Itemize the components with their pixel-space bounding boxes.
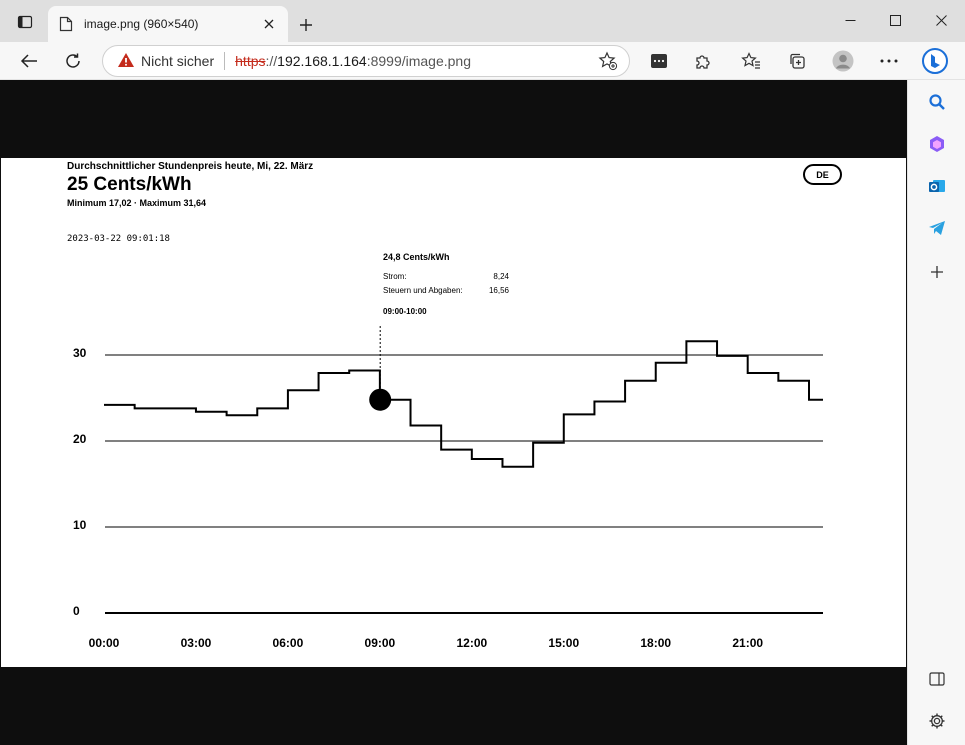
page-icon	[58, 16, 74, 32]
chart-tooltip: 24,8 Cents/kWh Strom: 8,24 Steuern und A…	[381, 240, 517, 324]
url-path: :8999/image.png	[366, 53, 472, 69]
current-price: 25 Cents/kWh	[67, 174, 192, 195]
maximize-icon[interactable]	[872, 4, 918, 36]
bing-icon[interactable]	[920, 46, 950, 76]
avatar-icon[interactable]	[828, 46, 858, 76]
media-icon[interactable]	[644, 46, 674, 76]
url-scheme: https	[235, 53, 266, 69]
collections-icon[interactable]	[782, 46, 812, 76]
page-viewport: Durchschnittlicher Stundenpreis heute, M…	[0, 80, 907, 745]
y-tick-label: 10	[73, 518, 87, 532]
add-favorite-icon[interactable]	[597, 50, 619, 72]
close-icon[interactable]	[260, 15, 278, 33]
highlight-point	[369, 388, 392, 411]
active-tab[interactable]: image.png (960×540)	[48, 6, 288, 42]
url-text[interactable]: https://192.168.1.164:8999/image.png	[235, 53, 597, 69]
address-separator	[224, 52, 226, 70]
chart-subtitle: Durchschnittlicher Stundenpreis heute, M…	[67, 161, 314, 172]
search-icon[interactable]	[923, 88, 951, 116]
tooltip-row-label: Steuern und Abgaben:	[383, 286, 463, 295]
security-label[interactable]: Nicht sicher	[141, 53, 215, 69]
tooltip-row: Steuern und Abgaben: 16,56	[383, 286, 509, 295]
x-tick-label: 12:00	[456, 636, 487, 650]
x-tick-label: 06:00	[273, 636, 304, 650]
tooltip-row-label: Strom:	[383, 272, 407, 281]
plus-icon[interactable]	[292, 12, 320, 38]
min-max-label: Minimum 17,02 · Maximum 31,64	[67, 198, 207, 208]
x-tick-label: 18:00	[640, 636, 671, 650]
y-tick-label: 30	[73, 346, 87, 360]
x-tick-label: 21:00	[732, 636, 763, 650]
outlook-icon[interactable]	[923, 172, 951, 200]
tooltip-title: 24,8 Cents/kWh	[383, 252, 450, 262]
x-tick-label: 15:00	[548, 636, 579, 650]
back-arrow-icon[interactable]	[14, 46, 44, 76]
address-bar[interactable]: Nicht sicher https://192.168.1.164:8999/…	[102, 45, 630, 77]
chart-timestamp: 2023-03-22 09:01:18	[67, 234, 170, 244]
telegram-icon[interactable]	[923, 214, 951, 242]
more-icon[interactable]	[874, 46, 904, 76]
tooltip-row-value: 8,24	[493, 272, 509, 281]
y-tick-label: 20	[73, 432, 87, 446]
url-host: 192.168.1.164	[277, 53, 367, 69]
settings-icon[interactable]	[923, 707, 951, 735]
x-tick-label: 03:00	[181, 636, 212, 650]
copilot-icon[interactable]	[923, 130, 951, 158]
plus-icon[interactable]	[923, 258, 951, 286]
edge-sidebar	[907, 80, 965, 745]
refresh-icon[interactable]	[58, 46, 88, 76]
language-badge: DE	[803, 164, 842, 185]
url-scheme-separator: ://	[265, 53, 278, 69]
x-tick-label: 00:00	[89, 636, 120, 650]
tooltip-row: Strom: 8,24	[383, 272, 509, 281]
tab-actions-icon[interactable]	[8, 8, 42, 36]
toolbar: Nicht sicher https://192.168.1.164:8999/…	[0, 42, 965, 80]
price-step-line	[104, 340, 823, 468]
split-screen-icon[interactable]	[923, 665, 951, 693]
close-window-icon[interactable]	[918, 4, 964, 36]
x-tick-label: 09:00	[365, 636, 396, 650]
y-tick-label: 0	[73, 604, 80, 618]
favorites-icon[interactable]	[736, 46, 766, 76]
tooltip-time: 09:00-10:00	[383, 307, 427, 316]
tooltip-row-value: 16,56	[488, 286, 509, 295]
displayed-image: Durchschnittlicher Stundenpreis heute, M…	[1, 158, 906, 667]
warning-icon[interactable]	[117, 52, 135, 70]
price-step-chart: 0 10 20 30 00:00 03:00 06:00 09:00 12:00 15:00 18:…	[73, 326, 823, 650]
minimize-icon[interactable]	[827, 4, 873, 36]
puzzle-icon[interactable]	[688, 46, 718, 76]
tab-title: image.png (960×540)	[84, 17, 199, 31]
tab-bar: image.png (960×540)	[0, 0, 965, 42]
